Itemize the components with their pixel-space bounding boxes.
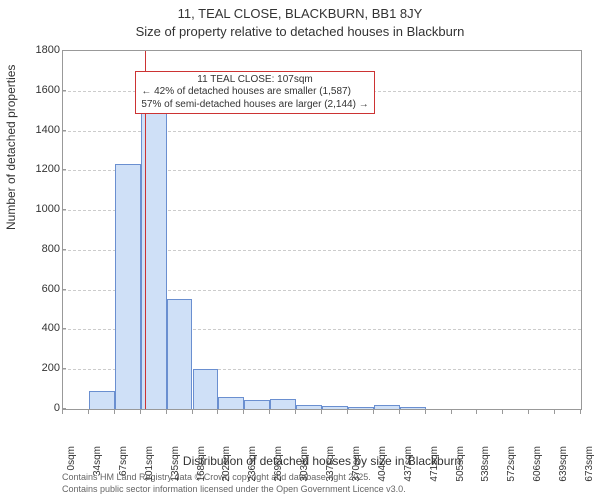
x-tick-label: 34sqm bbox=[92, 446, 103, 476]
histogram-plot: 11 TEAL CLOSE: 107sqm← 42% of detached h… bbox=[62, 50, 582, 410]
page-title-line2: Size of property relative to detached ho… bbox=[0, 24, 600, 39]
x-tick-mark bbox=[62, 410, 63, 414]
x-tick-label: 269sqm bbox=[273, 446, 284, 482]
x-tick-label: 606sqm bbox=[532, 446, 543, 482]
y-tick-label: 600 bbox=[20, 283, 60, 295]
x-tick-label: 236sqm bbox=[247, 446, 258, 482]
histogram-bar bbox=[193, 369, 219, 409]
y-tick-label: 400 bbox=[20, 322, 60, 334]
footer-line2: Contains public sector information licen… bbox=[62, 484, 582, 494]
x-tick-mark bbox=[580, 410, 581, 414]
x-tick-label: 639sqm bbox=[558, 446, 569, 482]
y-tick-label: 1400 bbox=[20, 124, 60, 136]
annotation-line: 11 TEAL CLOSE: 107sqm bbox=[141, 74, 368, 87]
x-tick-label: 437sqm bbox=[403, 446, 414, 482]
x-tick-mark bbox=[347, 410, 348, 414]
x-tick-label: 337sqm bbox=[325, 446, 336, 482]
x-tick-label: 168sqm bbox=[196, 446, 207, 482]
x-tick-label: 471sqm bbox=[429, 446, 440, 482]
histogram-bar bbox=[296, 405, 322, 409]
histogram-bar bbox=[218, 397, 244, 409]
x-tick-label: 135sqm bbox=[170, 446, 181, 482]
footer-line1: Contains HM Land Registry data © Crown c… bbox=[62, 472, 582, 482]
x-axis-label: Distribution of detached houses by size … bbox=[62, 454, 582, 468]
histogram-bar bbox=[270, 399, 296, 409]
annotation-line: 57% of semi-detached houses are larger (… bbox=[141, 99, 368, 112]
y-tick-label: 200 bbox=[20, 362, 60, 374]
x-tick-label: 673sqm bbox=[584, 446, 595, 482]
x-tick-mark bbox=[269, 410, 270, 414]
x-tick-label: 572sqm bbox=[506, 446, 517, 482]
y-axis-label: Number of detached properties bbox=[4, 65, 18, 230]
histogram-bar bbox=[167, 299, 193, 409]
x-tick-label: 202sqm bbox=[221, 446, 232, 482]
histogram-bar bbox=[374, 405, 400, 409]
x-tick-label: 67sqm bbox=[118, 446, 129, 476]
x-tick-label: 101sqm bbox=[144, 446, 155, 482]
x-tick-label: 370sqm bbox=[351, 446, 362, 482]
x-tick-mark bbox=[166, 410, 167, 414]
x-tick-label: 303sqm bbox=[299, 446, 310, 482]
histogram-bar bbox=[89, 391, 115, 409]
x-tick-mark bbox=[88, 410, 89, 414]
histogram-bar bbox=[348, 407, 374, 409]
x-tick-mark bbox=[502, 410, 503, 414]
x-tick-mark bbox=[114, 410, 115, 414]
histogram-bar bbox=[244, 400, 270, 409]
y-tick-label: 1200 bbox=[20, 163, 60, 175]
x-tick-mark bbox=[217, 410, 218, 414]
y-tick-label: 800 bbox=[20, 243, 60, 255]
x-tick-mark bbox=[243, 410, 244, 414]
x-tick-mark bbox=[373, 410, 374, 414]
x-tick-label: 538sqm bbox=[480, 446, 491, 482]
x-tick-label: 404sqm bbox=[377, 446, 388, 482]
y-tick-label: 0 bbox=[20, 402, 60, 414]
x-tick-mark bbox=[321, 410, 322, 414]
histogram-bar bbox=[115, 164, 141, 409]
x-tick-mark bbox=[476, 410, 477, 414]
x-tick-mark bbox=[295, 410, 296, 414]
x-tick-label: 0sqm bbox=[66, 446, 77, 470]
page-title-line1: 11, TEAL CLOSE, BLACKBURN, BB1 8JY bbox=[0, 6, 600, 21]
y-tick-label: 1000 bbox=[20, 203, 60, 215]
x-tick-mark bbox=[192, 410, 193, 414]
annotation-box: 11 TEAL CLOSE: 107sqm← 42% of detached h… bbox=[135, 71, 374, 115]
y-tick-label: 1600 bbox=[20, 84, 60, 96]
x-tick-mark bbox=[140, 410, 141, 414]
y-tick-label: 1800 bbox=[20, 44, 60, 56]
annotation-line: ← 42% of detached houses are smaller (1,… bbox=[141, 86, 368, 99]
x-tick-label: 505sqm bbox=[455, 446, 466, 482]
histogram-bar bbox=[400, 407, 426, 409]
x-tick-mark bbox=[425, 410, 426, 414]
x-tick-mark bbox=[399, 410, 400, 414]
x-tick-mark bbox=[528, 410, 529, 414]
histogram-bar bbox=[322, 406, 348, 409]
x-tick-mark bbox=[554, 410, 555, 414]
x-tick-mark bbox=[451, 410, 452, 414]
